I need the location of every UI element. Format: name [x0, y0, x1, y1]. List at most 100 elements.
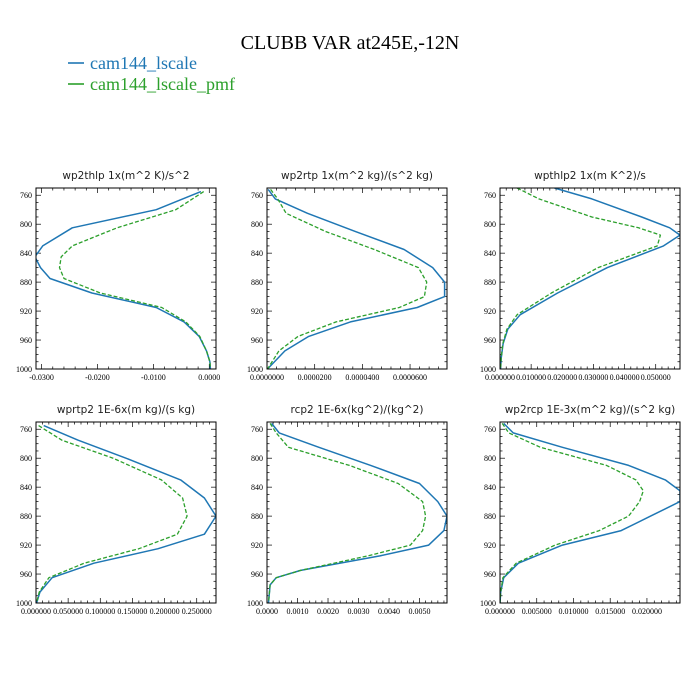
series-line-cam144-lscale-pmf [267, 423, 427, 603]
y-tick-label: 760 [20, 191, 32, 200]
series-line-cam144-lscale-pmf [267, 189, 428, 369]
y-tick-label: 960 [251, 336, 263, 345]
legend-label-lscale-pmf: cam144_lscale_pmf [90, 74, 235, 94]
y-tick-label: 880 [484, 278, 496, 287]
panels-grid: wp2thlp 1x(m^2 K)/s^2 760 800 840 880 920 960 1… [16, 170, 681, 616]
x-tick-label: 0.0040 [378, 607, 400, 616]
x-tick-label: 0.0020 [317, 607, 339, 616]
y-tick-label: 920 [251, 307, 263, 316]
plot-frame [499, 187, 681, 370]
x-tick-label: 0.0000400 [345, 373, 379, 382]
y-tick-label: 920 [484, 307, 496, 316]
plot-frame [266, 421, 448, 604]
y-tick-label: 920 [20, 541, 32, 550]
series-line-cam144-lscale-pmf [58, 191, 212, 369]
x-tick-label: 0.000000 [21, 607, 51, 616]
y-tick-label: 1000 [16, 365, 32, 374]
y-tick-label: 840 [251, 483, 263, 492]
x-tick-label: 0.200000 [150, 607, 180, 616]
y-tick-label: 800 [251, 220, 263, 229]
x-tick-label: -0.0100 [141, 373, 166, 382]
panel-6: wp2rcp 1E-3x(m^2 kg)/(s^2 kg) 760 800 840 88… [480, 404, 681, 616]
y-tick-label: 800 [484, 454, 496, 463]
y-tick-label: 880 [20, 512, 32, 521]
x-tick-label: 0.0000 [256, 607, 278, 616]
y-tick-label: 760 [484, 191, 496, 200]
y-tick-label: 1000 [480, 599, 496, 608]
x-tick-label: 0.0030 [348, 607, 370, 616]
x-tick-label: 0.0000 [198, 373, 220, 382]
y-tick-label: 800 [20, 220, 32, 229]
y-tick-label: 760 [251, 191, 263, 200]
y-tick-label: 880 [251, 512, 263, 521]
panel-5: rcp2 1E-6x(kg^2)/(kg^2) 760 800 840 880 920 96… [247, 404, 448, 616]
x-tick-label: 0.000000 [485, 373, 515, 382]
y-tick-label: 800 [20, 454, 32, 463]
y-tick-label: 800 [484, 220, 496, 229]
y-tick-label: 960 [20, 570, 32, 579]
legend: cam144_lscale cam144_lscale_pmf [68, 53, 235, 94]
series-line-cam144-lscale-pmf [36, 425, 188, 603]
x-tick-label: -0.0200 [85, 373, 110, 382]
x-tick-label: 0.020000 [632, 607, 662, 616]
x-tick-label: 0.020000 [547, 373, 577, 382]
series-line-cam144-lscale [500, 188, 680, 369]
x-tick-label: 0.050000 [53, 607, 83, 616]
panel-title: wpthlp2 1x(m K^2)/s [534, 170, 646, 182]
panel-title: wp2rcp 1E-3x(m^2 kg)/(s^2 kg) [505, 404, 676, 416]
y-tick-label: 960 [251, 570, 263, 579]
panel-title: wprtp2 1E-6x(m kg)/(s kg) [57, 404, 195, 416]
y-tick-label: 920 [484, 541, 496, 550]
y-tick-label: 840 [20, 249, 32, 258]
y-tick-label: 960 [484, 570, 496, 579]
panel-title: wp2rtp 1x(m^2 kg)/(s^2 kg) [281, 170, 433, 182]
y-tick-label: 920 [251, 541, 263, 550]
plot-frame [35, 187, 217, 370]
panel-title: wp2thlp 1x(m^2 K)/s^2 [62, 170, 189, 182]
x-tick-label: 0.040000 [610, 373, 640, 382]
panel-4: wprtp2 1E-6x(m kg)/(s kg) 760 800 840 880 920… [16, 404, 217, 616]
series-line-cam144-lscale-pmf [500, 423, 644, 603]
panel-2: wp2rtp 1x(m^2 kg)/(s^2 kg) 760 800 840 880 92… [247, 170, 448, 382]
y-tick-label: 760 [20, 425, 32, 434]
x-tick-label: 0.010000 [516, 373, 546, 382]
y-tick-label: 920 [20, 307, 32, 316]
x-tick-label: 0.0000200 [298, 373, 332, 382]
series-line-cam144-lscale [36, 424, 216, 603]
y-tick-label: 960 [20, 336, 32, 345]
y-tick-label: 880 [20, 278, 32, 287]
x-tick-label: 0.015000 [595, 607, 625, 616]
plot-frame [35, 421, 217, 604]
y-tick-label: 880 [484, 512, 496, 521]
x-tick-label: 0.0000600 [393, 373, 427, 382]
x-tick-label: 0.100000 [85, 607, 115, 616]
x-tick-label: 0.030000 [578, 373, 608, 382]
y-tick-label: 840 [484, 483, 496, 492]
x-tick-label: 0.0050 [409, 607, 431, 616]
x-tick-label: 0.0000000 [250, 373, 284, 382]
plot-frame [499, 421, 681, 604]
x-tick-label: 0.0010 [287, 607, 309, 616]
panel-3: wpthlp2 1x(m K^2)/s 760 800 840 880 920 960 100… [480, 170, 681, 382]
y-tick-label: 1000 [247, 599, 263, 608]
x-tick-label: 0.250000 [182, 607, 212, 616]
y-tick-label: 760 [484, 425, 496, 434]
x-tick-label: 0.150000 [117, 607, 147, 616]
y-tick-label: 840 [20, 483, 32, 492]
panel-1: wp2thlp 1x(m^2 K)/s^2 760 800 840 880 920 960 1… [16, 170, 220, 382]
panel-title: rcp2 1E-6x(kg^2)/(kg^2) [291, 404, 424, 416]
x-tick-label: 0.000000 [485, 607, 515, 616]
x-tick-label: 0.005000 [522, 607, 552, 616]
figure-title: CLUBB VAR at245E,-12N [241, 32, 460, 54]
y-tick-label: 800 [251, 454, 263, 463]
y-tick-label: 1000 [480, 365, 496, 374]
y-tick-label: 1000 [247, 365, 263, 374]
y-tick-label: 840 [251, 249, 263, 258]
x-tick-label: 0.050000 [641, 373, 671, 382]
legend-label-lscale: cam144_lscale [90, 53, 197, 73]
x-tick-label: -0.0300 [29, 373, 54, 382]
series-line-cam144-lscale [267, 188, 446, 369]
plot-frame [266, 187, 448, 370]
series-line-cam144-lscale-pmf [500, 188, 662, 369]
